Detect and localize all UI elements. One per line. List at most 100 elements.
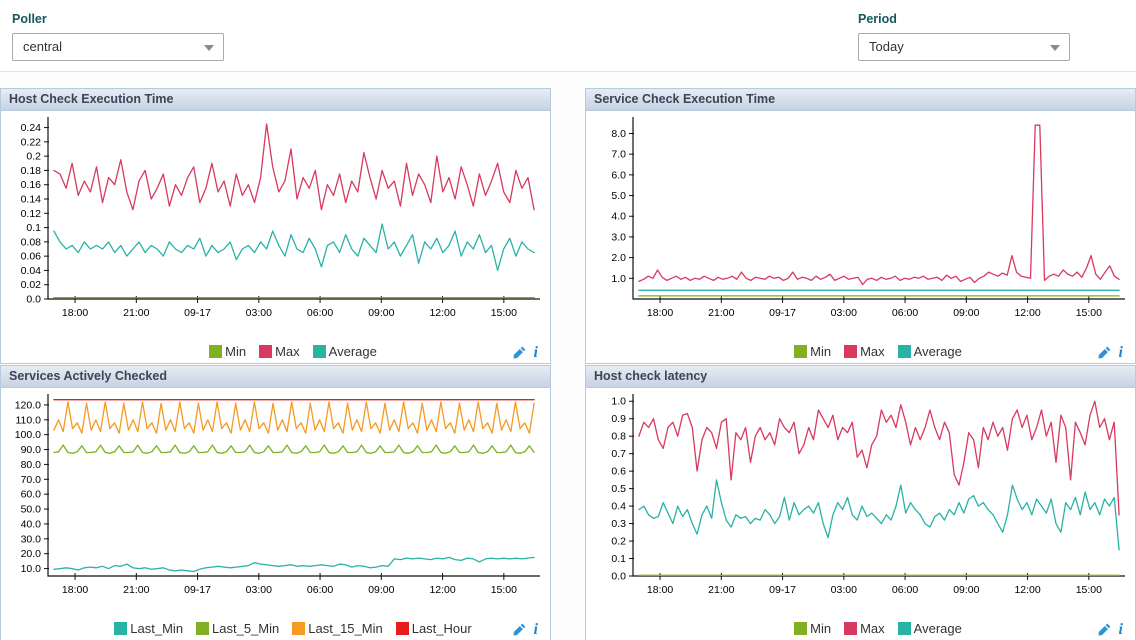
chart-legend: Min Max Average: [633, 616, 1123, 640]
svg-text:7.0: 7.0: [611, 149, 626, 161]
chevron-down-icon: [1050, 45, 1060, 51]
svg-text:0.2: 0.2: [26, 151, 41, 163]
legend-swatch: [292, 622, 305, 635]
chart-legend: MinMaxAverage: [48, 339, 538, 363]
svg-text:15:00: 15:00: [1076, 307, 1102, 319]
svg-text:09:00: 09:00: [368, 307, 394, 319]
svg-text:12:00: 12:00: [429, 307, 455, 319]
svg-text:0.06: 0.06: [21, 251, 42, 263]
info-icon[interactable]: i: [534, 622, 538, 637]
svg-text:09:00: 09:00: [953, 584, 979, 596]
svg-text:4.0: 4.0: [611, 211, 626, 223]
svg-text:1.0: 1.0: [611, 273, 626, 285]
svg-text:0.2: 0.2: [611, 536, 626, 548]
legend-label: Last_5_Min: [212, 621, 279, 636]
svg-text:20.0: 20.0: [21, 548, 42, 560]
svg-text:21:00: 21:00: [708, 584, 734, 596]
svg-text:0.16: 0.16: [21, 179, 42, 191]
svg-text:09-17: 09-17: [184, 307, 211, 319]
svg-text:0.1: 0.1: [26, 222, 41, 234]
info-icon[interactable]: i: [534, 345, 538, 360]
legend-item: Min: [209, 344, 246, 359]
legend-item: Average: [898, 621, 962, 636]
svg-text:06:00: 06:00: [307, 584, 333, 596]
svg-text:03:00: 03:00: [831, 584, 857, 596]
svg-text:0.18: 0.18: [21, 165, 42, 177]
svg-text:06:00: 06:00: [892, 307, 918, 319]
info-icon[interactable]: i: [1119, 345, 1123, 360]
period-select[interactable]: Today: [858, 33, 1070, 61]
svg-text:21:00: 21:00: [123, 307, 149, 319]
legend-swatch: [898, 345, 911, 358]
period-select-value: Today: [869, 39, 904, 54]
legend-item: Last_15_Min: [292, 621, 382, 636]
svg-text:5.0: 5.0: [611, 190, 626, 202]
svg-text:40.0: 40.0: [21, 518, 42, 530]
svg-text:0.0: 0.0: [26, 294, 41, 306]
svg-text:90.0: 90.0: [21, 444, 42, 456]
legend-item: Min: [794, 621, 831, 636]
svg-text:0.6: 0.6: [611, 466, 626, 478]
svg-text:80.0: 80.0: [21, 459, 42, 471]
legend-label: Max: [275, 344, 300, 359]
svg-text:18:00: 18:00: [647, 307, 673, 319]
panel-services-actively-checked: Services Actively Checked 10.020.030.040…: [0, 365, 551, 640]
svg-text:0.5: 0.5: [611, 483, 626, 495]
svg-text:12:00: 12:00: [429, 584, 455, 596]
svg-text:06:00: 06:00: [892, 584, 918, 596]
legend-swatch: [898, 622, 911, 635]
svg-text:30.0: 30.0: [21, 533, 42, 545]
panel-title: Service Check Execution Time: [586, 89, 1135, 111]
legend-swatch: [114, 622, 127, 635]
legend-label: Last_Hour: [412, 621, 472, 636]
panel-title: Host check latency: [586, 366, 1135, 388]
svg-text:03:00: 03:00: [831, 307, 857, 319]
panel-title: Services Actively Checked: [1, 366, 550, 388]
svg-text:09-17: 09-17: [769, 584, 796, 596]
poller-select[interactable]: central: [12, 33, 224, 61]
panel-title: Host Check Execution Time: [1, 89, 550, 111]
legend-item: Last_5_Min: [196, 621, 279, 636]
legend-item: Average: [898, 344, 962, 359]
legend-item: Max: [844, 621, 885, 636]
edit-graph-pencil-icon[interactable]: [512, 345, 527, 360]
svg-text:09:00: 09:00: [368, 584, 394, 596]
legend-swatch: [844, 622, 857, 635]
legend-label: Last_Min: [130, 621, 183, 636]
svg-text:70.0: 70.0: [21, 474, 42, 486]
poller-select-value: central: [23, 39, 62, 54]
edit-graph-pencil-icon[interactable]: [512, 622, 527, 637]
legend-item: Max: [844, 344, 885, 359]
legend-swatch: [313, 345, 326, 358]
svg-text:120.0: 120.0: [15, 399, 41, 411]
filter-bar: Poller central Period Today: [0, 0, 1136, 72]
legend-item: Last_Hour: [396, 621, 472, 636]
edit-graph-pencil-icon[interactable]: [1097, 622, 1112, 637]
svg-text:50.0: 50.0: [21, 504, 42, 516]
legend-label: Max: [860, 621, 885, 636]
legend-item: Min: [794, 344, 831, 359]
svg-text:0.14: 0.14: [21, 194, 42, 206]
legend-swatch: [844, 345, 857, 358]
legend-swatch: [196, 622, 209, 635]
svg-text:100.0: 100.0: [15, 429, 41, 441]
legend-item: Max: [259, 344, 300, 359]
chart-legend: Last_Min Last_5_Min Last_15_Min Last_Hour: [48, 616, 538, 640]
period-filter-group: Period Today: [858, 12, 1070, 61]
svg-text:09-17: 09-17: [184, 584, 211, 596]
svg-text:15:00: 15:00: [491, 307, 517, 319]
svg-text:09-17: 09-17: [769, 307, 796, 319]
svg-text:60.0: 60.0: [21, 489, 42, 501]
svg-text:0.1: 0.1: [611, 553, 626, 565]
svg-text:21:00: 21:00: [123, 584, 149, 596]
chart-host-check-latency: 0.00.10.20.30.40.50.60.70.80.91.018:0021…: [586, 390, 1135, 614]
edit-graph-pencil-icon[interactable]: [1097, 345, 1112, 360]
svg-text:1.0: 1.0: [611, 396, 626, 408]
panel-host-check-execution-time: Host Check Execution Time 0.00.020.040.0…: [0, 88, 551, 364]
info-icon[interactable]: i: [1119, 622, 1123, 637]
svg-text:03:00: 03:00: [246, 584, 272, 596]
svg-text:8.0: 8.0: [611, 128, 626, 140]
svg-text:15:00: 15:00: [491, 584, 517, 596]
svg-text:3.0: 3.0: [611, 231, 626, 243]
svg-text:0.04: 0.04: [21, 265, 42, 277]
